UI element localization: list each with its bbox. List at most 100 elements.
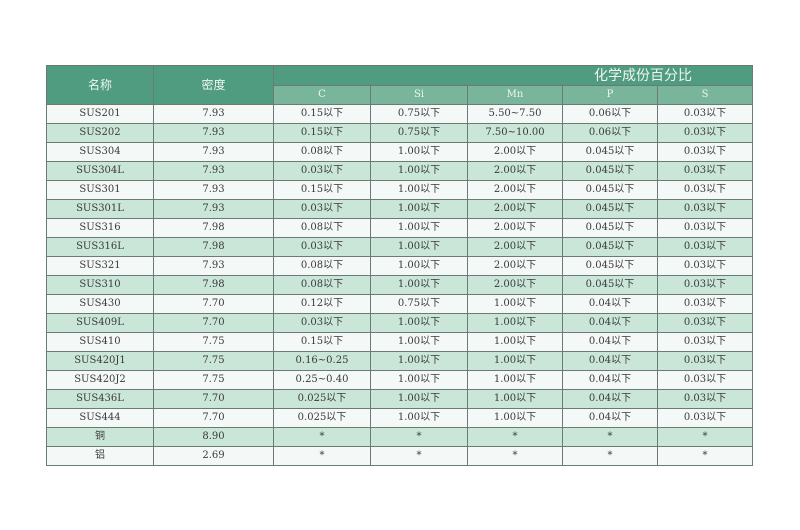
composition-cell: 0.04以下	[562, 313, 658, 333]
header-element: C	[273, 85, 371, 105]
composition-cell: 0.045以下	[562, 180, 658, 200]
composition-cell: 0.045以下	[562, 161, 658, 181]
table-row: SUS310 7.98 0.08以下 1.00以下 2.00以下 0.045以下 0.03以…	[46, 275, 754, 295]
composition-cell: 1.00以下	[370, 142, 468, 162]
table-row: SUS430 7.70 0.12以下 0.75以下 1.00以下 0.04以下 0.03以下	[46, 294, 754, 314]
composition-cell: 1.00以下	[370, 218, 468, 238]
composition-cell: 2.00以下	[467, 180, 563, 200]
composition-cell: 1.00以下	[370, 313, 468, 333]
composition-cell: 0.12以下	[273, 294, 371, 314]
composition-cell: 7.50~10.00	[467, 123, 563, 143]
composition-cell: 0.025以下	[273, 389, 371, 409]
density-cell: 2.69	[153, 446, 274, 466]
composition-cell: 0.03以下	[656, 313, 754, 333]
composition-cell: 0.045以下	[562, 256, 658, 276]
table-row: SUS409L 7.70 0.03以下 1.00以下 1.00以下 0.04以下 0.03以…	[46, 313, 754, 333]
composition-cell: 0.08以下	[273, 256, 371, 276]
composition-cell: 0.75以下	[370, 104, 468, 124]
composition-cell: 0.03以下	[656, 389, 754, 409]
material-name: SUS310	[46, 275, 154, 295]
material-name: SUS409L	[46, 313, 154, 333]
table-row: SUS301 7.93 0.15以下 1.00以下 2.00以下 0.045以下 0.03以…	[46, 180, 754, 200]
material-name: SUS304	[46, 142, 154, 162]
composition-cell: *	[370, 446, 468, 466]
composition-cell: 0.03以下	[656, 237, 754, 257]
table-body: SUS201 7.93 0.15以下 0.75以下 5.50~7.50 0.06以下 0.0…	[46, 104, 754, 466]
composition-cell: 0.08以下	[273, 275, 371, 295]
composition-cell: 0.04以下	[562, 332, 658, 352]
composition-cell: 0.04以下	[562, 389, 658, 409]
density-cell: 7.93	[153, 104, 274, 124]
composition-cell: 0.03以下	[656, 180, 754, 200]
table-row: SUS304 7.93 0.08以下 1.00以下 2.00以下 0.045以下 0.03以…	[46, 142, 754, 162]
composition-cell: 1.00以下	[370, 237, 468, 257]
composition-cell: 0.03以下	[656, 256, 754, 276]
table-row: SUS410 7.75 0.15以下 1.00以下 1.00以下 0.04以下 0.03以下	[46, 332, 754, 352]
composition-cell: 0.06以下	[562, 123, 658, 143]
composition-cell: *	[273, 427, 371, 447]
material-name: SUS410	[46, 332, 154, 352]
table-row: SUS202 7.93 0.15以下 0.75以下 7.50~10.00 0.06以下 0.…	[46, 123, 754, 143]
composition-cell: 0.045以下	[562, 275, 658, 295]
material-name: SUS420J2	[46, 370, 154, 390]
composition-cell: 0.75以下	[370, 294, 468, 314]
density-cell: 7.93	[153, 256, 274, 276]
composition-cell: 1.00以下	[467, 370, 563, 390]
material-name: SUS430	[46, 294, 154, 314]
density-cell: 7.93	[153, 199, 274, 219]
composition-cell: 0.04以下	[562, 370, 658, 390]
density-cell: 7.98	[153, 218, 274, 238]
table-row: SUS304L 7.93 0.03以下 1.00以下 2.00以下 0.045以下 0.03…	[46, 161, 754, 181]
composition-cell: 0.15以下	[273, 180, 371, 200]
table-wrap: 名称 密度 化学成份百分比 C Si Mn P S SUS201 7.93 0.15以下 0.…	[46, 65, 754, 466]
composition-cell: *	[656, 446, 754, 466]
composition-cell: 0.03以下	[273, 237, 371, 257]
composition-cell: 0.06以下	[562, 104, 658, 124]
density-cell: 7.70	[153, 313, 274, 333]
density-cell: 7.93	[153, 161, 274, 181]
composition-cell: 0.08以下	[273, 218, 371, 238]
table-header: 名称 密度 化学成份百分比 C Si Mn P S	[46, 65, 754, 105]
composition-cell: 1.00以下	[370, 199, 468, 219]
header-element: P	[562, 85, 658, 105]
density-cell: 7.98	[153, 275, 274, 295]
composition-cell: 0.03以下	[656, 408, 754, 428]
material-name: SUS316L	[46, 237, 154, 257]
composition-cell: 0.025以下	[273, 408, 371, 428]
density-cell: 7.75	[153, 370, 274, 390]
composition-cell: 0.03以下	[273, 313, 371, 333]
composition-cell: 2.00以下	[467, 237, 563, 257]
composition-cell: 0.03以下	[656, 123, 754, 143]
composition-cell: 2.00以下	[467, 218, 563, 238]
composition-cell: 0.04以下	[562, 294, 658, 314]
composition-cell: *	[562, 446, 658, 466]
header-density: 密度	[153, 65, 274, 105]
density-cell: 7.93	[153, 180, 274, 200]
composition-cell: 1.00以下	[370, 275, 468, 295]
composition-cell: 1.00以下	[370, 370, 468, 390]
composition-cell: *	[562, 427, 658, 447]
composition-cell: 1.00以下	[370, 180, 468, 200]
composition-cell: 0.03以下	[656, 294, 754, 314]
composition-cell: 0.08以下	[273, 142, 371, 162]
header-row: 名称 密度 化学成份百分比	[46, 65, 754, 105]
composition-cell: *	[273, 446, 371, 466]
density-cell: 7.70	[153, 408, 274, 428]
composition-cell: 2.00以下	[467, 275, 563, 295]
composition-cell: 2.00以下	[467, 161, 563, 181]
composition-cell: 0.045以下	[562, 199, 658, 219]
material-name: SUS202	[46, 123, 154, 143]
composition-cell: 0.045以下	[562, 142, 658, 162]
composition-cell: 1.00以下	[370, 389, 468, 409]
composition-cell: 0.045以下	[562, 218, 658, 238]
density-cell: 7.93	[153, 142, 274, 162]
composition-cell: 1.00以下	[370, 408, 468, 428]
composition-cell: 1.00以下	[467, 389, 563, 409]
header-element: S	[656, 85, 754, 105]
composition-cell: 1.00以下	[467, 351, 563, 371]
table-row: 铜 8.90 * * * * *	[46, 427, 754, 447]
table-row: SUS420J1 7.75 0.16~0.25 1.00以下 1.00以下 0.04以下 0…	[46, 351, 754, 371]
material-name: 铜	[46, 427, 154, 447]
table-row: SUS321 7.93 0.08以下 1.00以下 2.00以下 0.045以下 0.03以…	[46, 256, 754, 276]
